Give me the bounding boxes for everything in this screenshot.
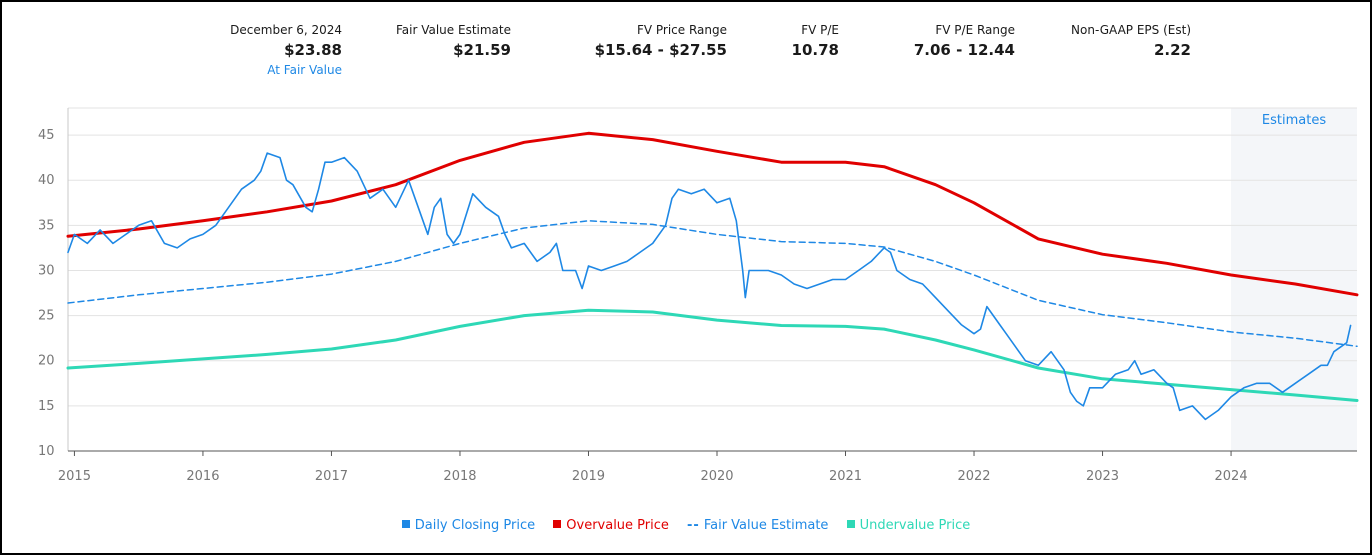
metric-value: $21.59 <box>453 41 511 59</box>
x-tick-label: 2019 <box>572 469 605 484</box>
square-icon <box>553 520 562 528</box>
metric-fv-pe-range: FV P/E Range 7.06 - 12.44 <box>880 22 1015 62</box>
y-tick-label: 35 <box>38 218 55 233</box>
x-tick-label: 2017 <box>315 469 348 484</box>
metric-label: Non-GAAP EPS (Est) <box>1071 23 1191 37</box>
square-icon <box>401 520 410 528</box>
dash-icon: -- <box>687 518 700 533</box>
legend-overvalue-price[interactable]: Overvalue Price <box>553 518 669 533</box>
metric-fv-pe: FV P/E 10.78 <box>740 22 839 62</box>
legend-label: Fair Value Estimate <box>703 518 829 533</box>
metric-fv-price-range: FV Price Range $15.64 - $27.55 <box>560 22 727 62</box>
legend-label: Undervalue Price <box>859 518 971 533</box>
x-tick-label: 2020 <box>700 469 733 484</box>
series-undervalue-price <box>66 308 1359 402</box>
legend-label: Daily Closing Price <box>414 518 536 533</box>
y-tick-label: 25 <box>38 309 55 324</box>
square-icon <box>846 520 855 528</box>
metric-fair-value: Fair Value Estimate $21.59 <box>360 22 511 62</box>
x-tick-label: 2021 <box>829 469 862 484</box>
metric-label: FV P/E Range <box>935 23 1015 37</box>
metric-label: FV P/E <box>801 23 839 37</box>
gridlines <box>68 107 1357 407</box>
y-tick-label: 45 <box>38 128 55 143</box>
chart-legend: Daily Closing Price Overvalue Price -- Fa… <box>0 518 1372 533</box>
y-axis-labels: 10 15 20 25 30 35 40 45 <box>38 128 55 459</box>
metric-value: $23.88 <box>284 41 342 59</box>
y-tick-label: 30 <box>38 263 55 278</box>
metric-value: 10.78 <box>791 41 839 59</box>
metric-label: Fair Value Estimate <box>395 23 511 37</box>
y-tick-label: 10 <box>38 444 55 459</box>
x-tick-label: 2024 <box>1215 469 1248 484</box>
legend-undervalue-price[interactable]: Undervalue Price <box>846 518 971 533</box>
y-tick-label: 15 <box>38 399 55 414</box>
legend-fair-value-estimate[interactable]: -- Fair Value Estimate <box>687 518 828 533</box>
x-tick-label: 2016 <box>186 469 219 484</box>
legend-label: Overvalue Price <box>566 518 669 533</box>
y-tick-label: 20 <box>38 354 55 369</box>
series-daily-closing-price <box>67 152 1352 421</box>
x-axis: 2015 2016 2017 2018 2019 2020 2021 2022 2023 2024 <box>58 108 1357 484</box>
metric-value: 7.06 - 12.44 <box>913 41 1015 59</box>
x-tick-label: 2015 <box>58 469 91 484</box>
series-fair-value-estimate <box>67 220 1358 348</box>
metric-value: $15.64 - $27.55 <box>594 41 727 59</box>
metric-label: FV Price Range <box>636 23 727 37</box>
estimates-label: Estimates <box>1262 113 1326 128</box>
valuation-status: At Fair Value <box>267 63 342 77</box>
y-tick-label: 40 <box>38 173 55 188</box>
series-overvalue-price <box>66 131 1359 297</box>
metric-value: 2.22 <box>1153 41 1191 59</box>
metric-price-date: December 6, 2024 $23.88 At Fair Value <box>200 22 342 78</box>
metric-label: December 6, 2024 <box>230 23 342 37</box>
series-lines <box>66 131 1359 421</box>
metric-eps: Non-GAAP EPS (Est) 2.22 <box>1040 22 1191 62</box>
x-tick-label: 2023 <box>1086 469 1119 484</box>
x-tick-label: 2018 <box>443 469 476 484</box>
x-tick-label: 2022 <box>957 469 990 484</box>
legend-daily-closing-price[interactable]: Daily Closing Price <box>401 518 536 533</box>
